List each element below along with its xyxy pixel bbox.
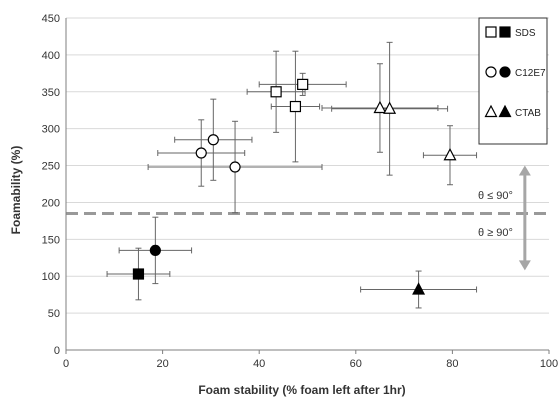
legend-c12e7-open-marker	[485, 66, 497, 78]
ctab-point	[383, 101, 397, 114]
legend-c12e7-filled-marker	[499, 66, 511, 78]
legend-c12e7-label: C12E7	[515, 68, 546, 79]
legend-sds-label: SDS	[515, 28, 536, 39]
c12e7-point	[149, 244, 161, 256]
y-tick-label: 300	[42, 124, 60, 136]
sds-point	[297, 78, 309, 91]
legend-ctab-label: CTAB	[515, 108, 541, 119]
x-tick-label: 0	[63, 358, 69, 370]
x-tick-label: 100	[540, 358, 558, 370]
x-tick-label: 40	[253, 358, 265, 370]
arrow-head-up	[518, 165, 531, 176]
annotation-theta-le-90: θ ≤ 90°	[478, 190, 513, 202]
y-tick-label: 250	[42, 161, 60, 173]
legend-sds-open-marker	[485, 26, 497, 38]
ctab-point	[412, 282, 426, 295]
y-tick-label: 200	[42, 197, 60, 209]
sds-point	[132, 268, 145, 280]
errorbar-layer	[106, 41, 478, 309]
y-tick-label: 0	[54, 345, 60, 357]
grid-layer	[66, 17, 549, 314]
x-tick-label: 20	[156, 358, 168, 370]
y-tick-label: 350	[42, 87, 60, 99]
y-tick-label: 150	[42, 234, 60, 246]
c12e7-point	[207, 134, 219, 146]
ctab-point	[443, 147, 457, 161]
c12e7-point	[229, 161, 241, 173]
x-axis-title: Foam stability (% foam left after 1hr)	[198, 383, 405, 397]
axis-layer: 0 50 100 150 200 250 300 350 400 450 0 20 40 60 80 100	[42, 13, 559, 370]
legend-box	[478, 17, 548, 145]
legend-ctab-open-marker	[484, 104, 498, 118]
annotation-theta-ge-90: θ ≥ 90°	[478, 227, 513, 239]
point-layer	[132, 78, 457, 295]
ctab-point	[373, 100, 387, 114]
legend-ctab-filled-marker	[498, 104, 512, 118]
arrow-head-down	[518, 260, 531, 271]
y-tick-label: 100	[42, 271, 60, 283]
y-tick-label: 400	[42, 50, 60, 62]
sds-point	[289, 100, 302, 113]
x-tick-label: 60	[350, 358, 362, 370]
annotation-layer: θ ≤ 90° θ ≥ 90°	[478, 165, 531, 271]
y-axis-title: Foamability (%)	[9, 146, 23, 235]
legend-sds-filled-marker	[499, 26, 511, 38]
y-tick-label: 50	[48, 308, 60, 320]
c12e7-point	[195, 147, 207, 159]
sds-point	[270, 86, 282, 98]
legend: SDS C12E7 CTAB	[478, 17, 548, 145]
x-tick-label: 80	[446, 358, 458, 370]
y-tick-label: 450	[42, 13, 60, 25]
